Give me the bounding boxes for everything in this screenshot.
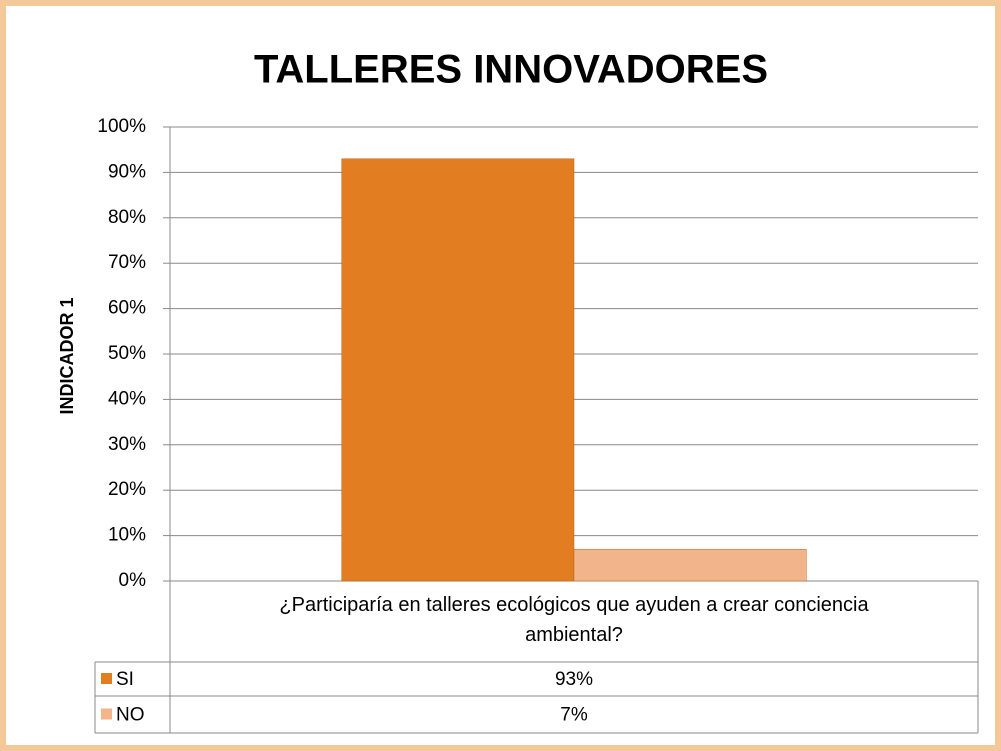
y-tick-label: 20% — [108, 479, 146, 500]
y-tick-label: 30% — [108, 434, 146, 455]
legend-label: SI — [116, 669, 134, 690]
y-tick-label: 80% — [108, 207, 146, 228]
y-tick-label: 0% — [119, 570, 147, 591]
bar — [573, 548, 807, 582]
legend-label: NO — [116, 705, 145, 726]
y-axis-label: INDICADOR 1 — [57, 297, 77, 414]
y-tick-label: 50% — [108, 343, 146, 364]
chart-title: TALLERES INNOVADORES — [254, 48, 768, 92]
value-label: 7% — [560, 705, 588, 726]
y-tick-label: 40% — [108, 388, 146, 409]
y-tick-label: 100% — [97, 116, 146, 137]
y-tick-label: 70% — [108, 252, 146, 273]
legend-key — [101, 708, 112, 720]
category-label: ¿Participaría en talleres ecológicos que… — [279, 594, 869, 646]
y-tick-label: 90% — [108, 161, 146, 182]
y-tick-label: 10% — [108, 525, 146, 546]
y-tick-label: 60% — [108, 298, 146, 319]
legend-key — [101, 673, 112, 684]
value-label: 93% — [555, 669, 593, 690]
bar — [341, 158, 575, 582]
